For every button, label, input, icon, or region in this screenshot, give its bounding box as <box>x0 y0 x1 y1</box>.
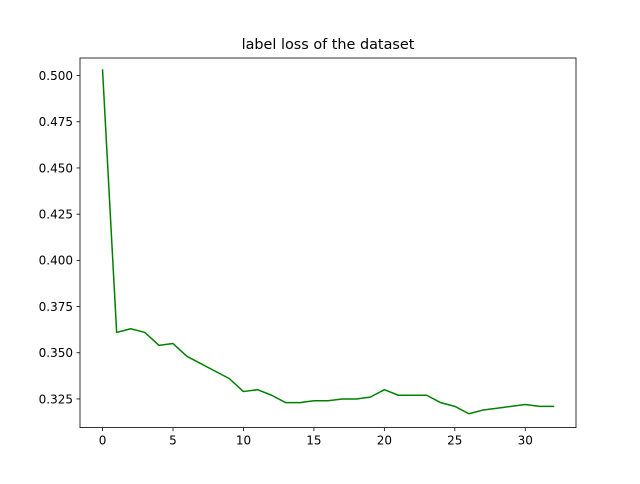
x-tick-label: 10 <box>236 434 251 448</box>
x-tick-label: 0 <box>99 434 107 448</box>
y-tick-label: 0.500 <box>39 69 73 83</box>
y-axis: 0.325 0.350 0.375 0.400 0.425 0.450 0.475 0.500 <box>39 69 80 406</box>
y-tick-label: 0.350 <box>39 346 73 360</box>
series-layer <box>101 69 555 415</box>
plot-frame <box>79 57 577 429</box>
y-tick-label: 0.450 <box>39 161 73 175</box>
x-tick-label: 5 <box>169 434 177 448</box>
y-tick-label: 0.425 <box>39 207 73 221</box>
chart-title: label loss of the dataset <box>242 37 415 53</box>
y-tick-label: 0.375 <box>39 300 73 314</box>
series-line <box>101 69 555 415</box>
x-tick-label: 30 <box>518 434 533 448</box>
x-tick-label: 20 <box>377 434 392 448</box>
y-tick-label: 0.475 <box>39 115 73 129</box>
x-tick-label: 25 <box>447 434 462 448</box>
y-tick-label: 0.325 <box>39 392 73 406</box>
x-tick-label: 15 <box>306 434 321 448</box>
y-tick-label: 0.400 <box>39 254 73 268</box>
x-axis: 0 5 10 15 20 25 30 <box>99 427 533 448</box>
